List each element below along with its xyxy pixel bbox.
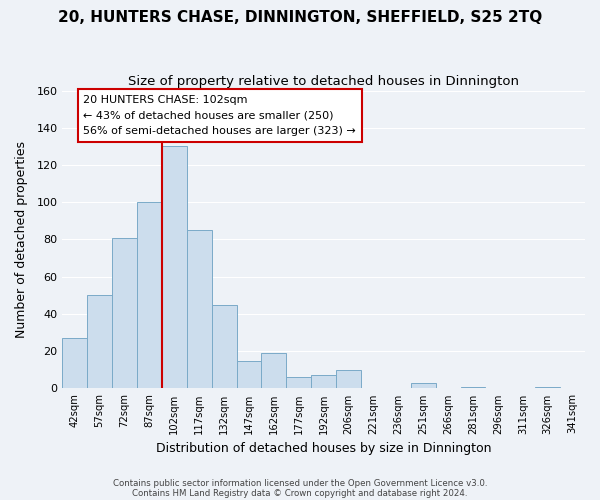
Bar xyxy=(336,370,361,388)
Bar xyxy=(411,383,436,388)
Bar xyxy=(62,338,87,388)
Bar xyxy=(236,360,262,388)
Y-axis label: Number of detached properties: Number of detached properties xyxy=(15,141,28,338)
Bar xyxy=(212,304,236,388)
Bar xyxy=(535,386,560,388)
Text: 20, HUNTERS CHASE, DINNINGTON, SHEFFIELD, S25 2TQ: 20, HUNTERS CHASE, DINNINGTON, SHEFFIELD… xyxy=(58,10,542,25)
Bar xyxy=(87,296,112,388)
Bar xyxy=(311,376,336,388)
Bar xyxy=(162,146,187,388)
Bar xyxy=(262,353,286,388)
Bar xyxy=(112,238,137,388)
Title: Size of property relative to detached houses in Dinnington: Size of property relative to detached ho… xyxy=(128,75,519,88)
Bar xyxy=(137,202,162,388)
Text: Contains HM Land Registry data © Crown copyright and database right 2024.: Contains HM Land Registry data © Crown c… xyxy=(132,488,468,498)
Bar xyxy=(286,378,311,388)
Text: Contains public sector information licensed under the Open Government Licence v3: Contains public sector information licen… xyxy=(113,478,487,488)
Bar xyxy=(461,386,485,388)
Bar xyxy=(187,230,212,388)
Text: 20 HUNTERS CHASE: 102sqm
← 43% of detached houses are smaller (250)
56% of semi-: 20 HUNTERS CHASE: 102sqm ← 43% of detach… xyxy=(83,95,356,136)
X-axis label: Distribution of detached houses by size in Dinnington: Distribution of detached houses by size … xyxy=(156,442,491,455)
